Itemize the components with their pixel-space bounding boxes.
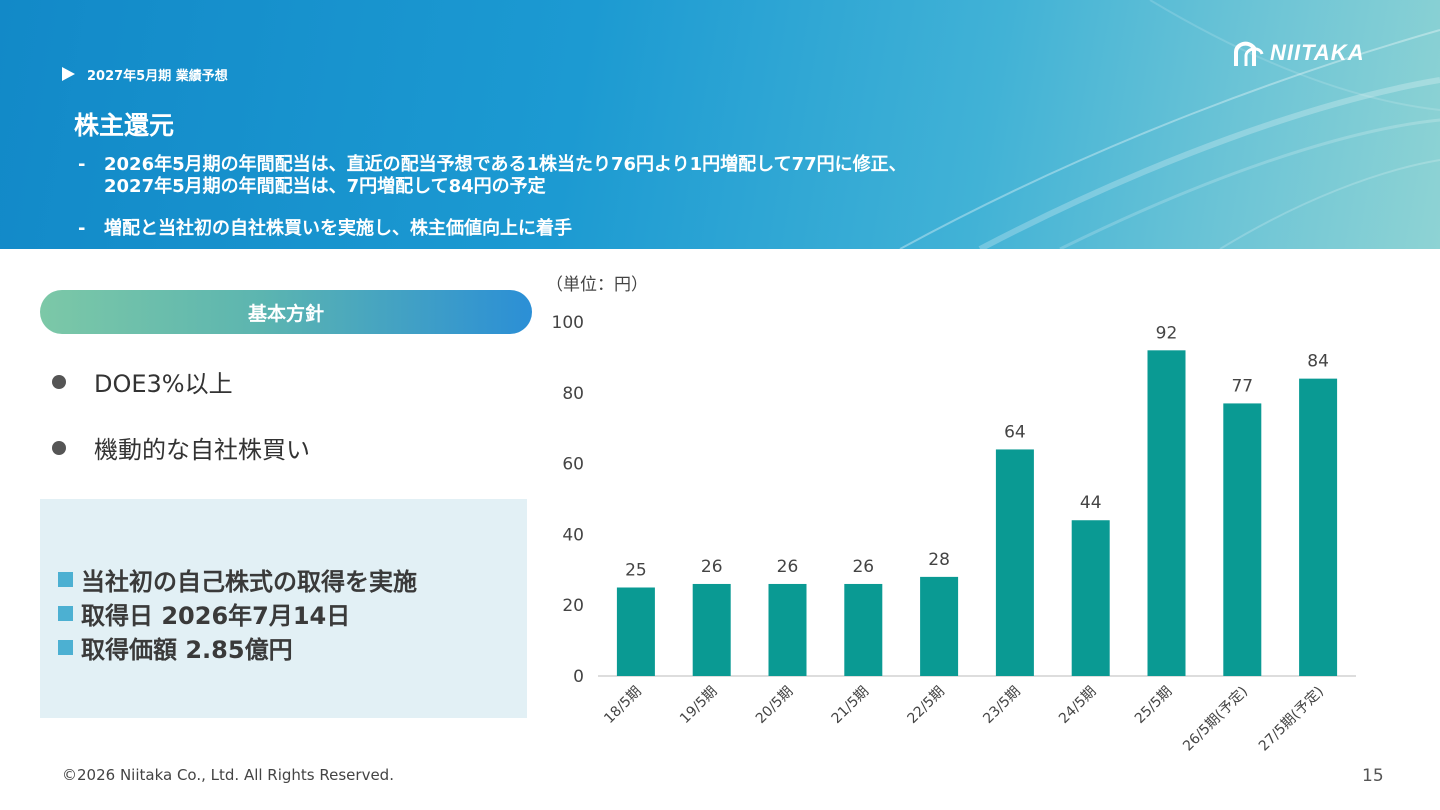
info-line: 取得価額 2.85億円 bbox=[58, 630, 293, 665]
square-bullet-icon bbox=[58, 572, 73, 587]
header-bullet-2: - 増配と当社初の自社株買いを実施し、株主価値向上に着手 bbox=[78, 218, 572, 240]
bar bbox=[1299, 378, 1338, 676]
bullet-dash: - bbox=[78, 154, 86, 175]
header-bullet-text: 2026年5月期の年間配当は、直近の配当予想である1株当たり76円より1円増配し… bbox=[104, 154, 907, 197]
x-tick-label: 22/5期 bbox=[904, 684, 947, 727]
bar bbox=[844, 583, 883, 676]
company-logo: NIITAKA bbox=[1232, 36, 1365, 70]
chart-unit-label: （単位：円） bbox=[546, 275, 648, 295]
breadcrumb: 2027年5月期 業績予想 bbox=[62, 64, 228, 84]
breadcrumb-text: 2027年5月期 業績予想 bbox=[87, 68, 228, 84]
bar bbox=[692, 583, 731, 676]
square-bullet-icon bbox=[58, 640, 73, 655]
info-line-text: 取得日 2026年7月14日 bbox=[81, 602, 351, 630]
header-bullet-1: - 2026年5月期の年間配当は、直近の配当予想である1株当たり76円より1円増… bbox=[78, 154, 907, 198]
y-tick-label: 0 bbox=[573, 667, 584, 687]
x-tick-label: 27/5期(予定) bbox=[1256, 684, 1327, 755]
x-tick-label: 24/5期 bbox=[1056, 684, 1099, 727]
bar bbox=[1147, 350, 1186, 676]
niitaka-logo-mark-icon bbox=[1234, 41, 1264, 66]
y-tick-label: 100 bbox=[552, 313, 584, 333]
bar-value-label: 84 bbox=[1307, 352, 1329, 372]
bar bbox=[768, 583, 807, 676]
y-tick-label: 80 bbox=[562, 384, 584, 404]
logo-text: NIITAKA bbox=[1270, 40, 1365, 65]
y-tick-label: 60 bbox=[562, 455, 584, 475]
x-tick-label: 26/5期(予定) bbox=[1180, 684, 1251, 755]
x-tick-label: 23/5期 bbox=[980, 684, 1023, 727]
bar-value-label: 26 bbox=[701, 557, 723, 577]
policy-item: DOE3%以上 bbox=[52, 364, 233, 399]
y-tick-label: 20 bbox=[562, 596, 584, 616]
page-title: 株主還元 bbox=[74, 111, 175, 140]
y-tick-label: 40 bbox=[562, 525, 584, 545]
page-number: 15 bbox=[1362, 766, 1384, 786]
policy-heading: 基本方針 bbox=[40, 290, 532, 334]
bullet-dot-icon bbox=[52, 374, 66, 389]
info-line: 取得日 2026年7月14日 bbox=[58, 596, 350, 631]
decorative-swoosh bbox=[899, 0, 1440, 249]
dividend-bar-chart: 0 20 40 60 80 100 25 18/5期 26 19/5期 26 20/5期 26 21/5期… bbox=[552, 313, 1356, 755]
bar-value-label: 77 bbox=[1231, 376, 1253, 396]
buyback-info-box bbox=[40, 499, 527, 718]
bar-value-label: 92 bbox=[1156, 323, 1178, 343]
bar-value-label: 25 bbox=[625, 561, 647, 581]
info-line-text: 取得価額 2.85億円 bbox=[81, 636, 293, 664]
square-bullet-icon bbox=[58, 606, 73, 621]
x-tick-label: 18/5期 bbox=[601, 684, 644, 727]
bar-value-label: 26 bbox=[777, 557, 799, 577]
bar bbox=[1223, 403, 1262, 676]
bullet-dash: - bbox=[78, 218, 86, 239]
bullet-dot-icon bbox=[52, 440, 66, 455]
header-banner: 2027年5月期 業績予想 NIITAKA 株主還元 - 2026年5月期の年間… bbox=[0, 0, 1440, 249]
copyright-footer: ©2026 Niitaka Co., Ltd. All Rights Reser… bbox=[62, 766, 394, 784]
bar-value-label: 64 bbox=[1004, 422, 1026, 442]
policy-item-text: DOE3%以上 bbox=[94, 370, 233, 398]
policy-item-text: 機動的な自社株買い bbox=[94, 436, 310, 464]
bar bbox=[1071, 520, 1110, 676]
bar bbox=[920, 576, 959, 676]
bar-value-label: 44 bbox=[1080, 493, 1102, 513]
info-line: 当社初の自己株式の取得を実施 bbox=[58, 562, 417, 597]
info-line-text: 当社初の自己株式の取得を実施 bbox=[81, 568, 417, 596]
bar bbox=[616, 587, 655, 676]
x-tick-label: 21/5期 bbox=[829, 684, 872, 727]
play-triangle-icon bbox=[62, 67, 75, 81]
x-tick-label: 20/5期 bbox=[753, 684, 796, 727]
x-tick-label: 25/5期 bbox=[1132, 684, 1175, 727]
bar bbox=[995, 449, 1034, 676]
header-bullet-text: 増配と当社初の自社株買いを実施し、株主価値向上に着手 bbox=[104, 218, 572, 239]
bar-value-label: 28 bbox=[928, 550, 950, 570]
policy-item: 機動的な自社株買い bbox=[52, 430, 310, 465]
bar-value-label: 26 bbox=[852, 557, 874, 577]
x-tick-label: 19/5期 bbox=[677, 684, 720, 727]
